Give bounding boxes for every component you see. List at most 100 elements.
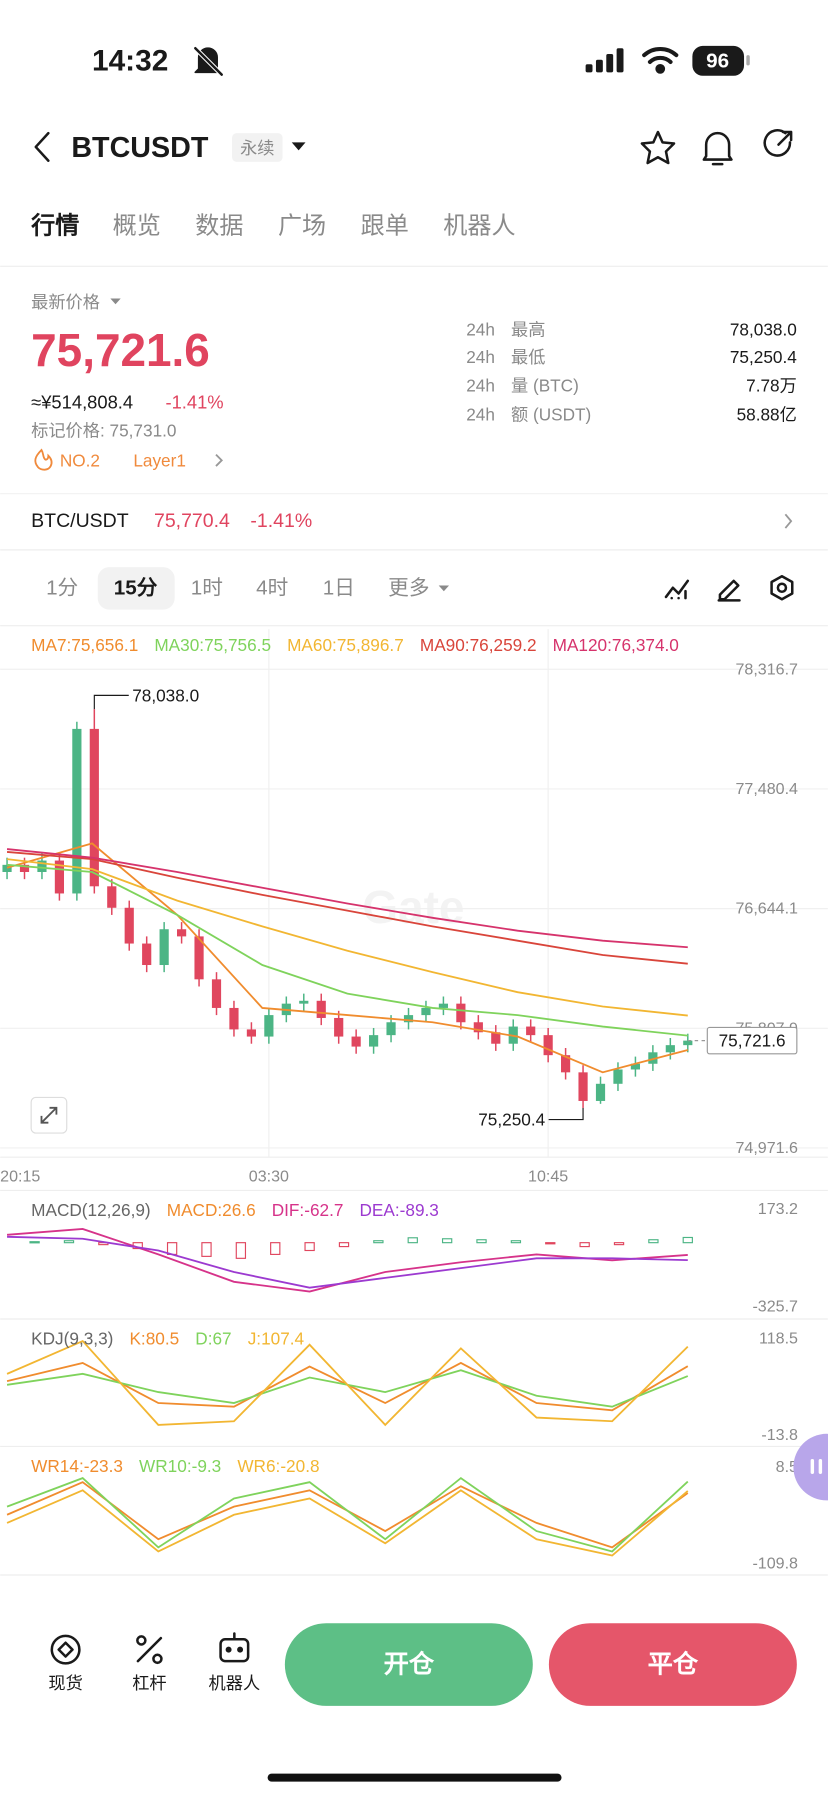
macd-bar: [304, 1242, 315, 1252]
tab[interactable]: 数据: [195, 213, 243, 240]
candle-body: [648, 1052, 658, 1064]
tab[interactable]: 概览: [113, 213, 161, 240]
candle-body: [561, 1055, 571, 1073]
tag-bg: [232, 133, 283, 162]
close-button[interactable]: [548, 1623, 797, 1706]
interval[interactable]: 1时: [191, 576, 223, 599]
panel-legend: K:80.5: [129, 1329, 179, 1349]
macd-bar: [510, 1240, 522, 1244]
x-tick-label: 20:15: [0, 1168, 40, 1186]
panel-legend: D:67: [195, 1329, 231, 1349]
price-dropdown[interactable]: [110, 298, 121, 305]
nav-label[interactable]: 现货: [48, 1673, 82, 1693]
candle-body: [369, 1035, 379, 1047]
candle-body: [89, 728, 99, 887]
rank[interactable]: NO.2: [60, 450, 100, 470]
candle-body: [142, 943, 152, 966]
back-button[interactable]: [34, 131, 50, 162]
spot-change: -1.41%: [250, 510, 312, 532]
macd-bar: [201, 1242, 212, 1257]
stat-value: 78,038.0: [730, 319, 797, 339]
open-button[interactable]: [284, 1623, 533, 1706]
interval[interactable]: 1日: [323, 576, 355, 599]
candle-body: [578, 1072, 588, 1101]
stat-label: 量 (BTC): [511, 376, 579, 396]
settings-button[interactable]: [770, 575, 794, 601]
home-indicator: [267, 1773, 562, 1782]
last-price: 75,721.6: [31, 324, 210, 376]
open-label[interactable]: 开仓: [384, 1650, 435, 1679]
bot-icon[interactable]: [219, 1632, 250, 1663]
ma-line: [6, 842, 689, 1074]
ma-legend: MA7:75,656.1: [31, 635, 138, 655]
macd-bar: [270, 1242, 281, 1255]
macd-bar: [407, 1237, 418, 1244]
panel-max: 118.5: [759, 1330, 798, 1348]
interval[interactable]: 1分: [46, 576, 78, 599]
ma-line: [6, 848, 688, 949]
panel-legend: WR14:-23.3: [31, 1456, 123, 1476]
panel-max: 173.2: [758, 1200, 798, 1218]
stat-label: 最高: [511, 319, 545, 339]
last-price-box: [706, 1026, 798, 1055]
candle-body: [334, 1017, 344, 1037]
spot-chevron[interactable]: [784, 513, 793, 529]
high-label: 78,038.0: [132, 685, 199, 705]
share-button[interactable]: [763, 129, 793, 157]
y-tick-label: 74,971.6: [735, 1139, 798, 1157]
macd-bar: [545, 1242, 556, 1245]
margin-icon[interactable]: [136, 1635, 163, 1665]
tab[interactable]: 跟单: [361, 213, 409, 240]
stat-label: 额 (USDT): [511, 404, 591, 424]
interval-selected[interactable]: 15分: [114, 576, 158, 599]
spot-pair[interactable]: BTC/USDT: [31, 510, 129, 532]
battery-nub: [746, 55, 750, 66]
interval[interactable]: 4时: [256, 576, 288, 599]
ma-line: [6, 863, 688, 1037]
symbol-dropdown[interactable]: [291, 142, 306, 151]
tab[interactable]: 广场: [278, 213, 326, 240]
indicator-button[interactable]: [664, 579, 690, 600]
panel-min: -325.7: [752, 1297, 798, 1315]
panel-min: -13.8: [761, 1426, 798, 1444]
macd-bar: [476, 1239, 487, 1244]
candle-body: [630, 1063, 641, 1070]
favorite-button[interactable]: [640, 130, 676, 165]
ma-legend: MA30:75,756.5: [154, 635, 271, 655]
macd-bar: [682, 1236, 693, 1244]
candle-body: [403, 1015, 414, 1023]
interval-more[interactable]: 更多: [388, 576, 429, 599]
draw-button[interactable]: [717, 579, 741, 602]
candle-body: [491, 1032, 501, 1044]
macd-bar: [648, 1239, 659, 1244]
macd-bar: [579, 1242, 590, 1248]
ma-legend: MA120:76,374.0: [553, 635, 679, 655]
alert-button[interactable]: [702, 131, 733, 166]
indicator-line: [7, 1235, 688, 1289]
candle-body: [37, 860, 47, 872]
more-dropdown[interactable]: [438, 585, 450, 592]
tab-active[interactable]: 行情: [30, 212, 79, 240]
nav-label[interactable]: 机器人: [209, 1673, 261, 1693]
close-label[interactable]: 平仓: [648, 1650, 699, 1679]
symbol[interactable]: BTCUSDT: [71, 132, 209, 164]
indicator-line: [6, 1228, 688, 1293]
macd-bar: [338, 1242, 350, 1248]
ma-line: [6, 851, 688, 965]
macd-bar: [373, 1240, 384, 1244]
stat-label: 最低: [511, 347, 545, 367]
panel-legend: MACD(12,26,9): [31, 1200, 151, 1220]
tab[interactable]: 机器人: [443, 213, 515, 240]
panel-legend: DIF:-62.7: [272, 1200, 344, 1220]
candle-body: [229, 1007, 239, 1030]
ma-legend: MA60:75,896.7: [287, 635, 404, 655]
indicator-line: [6, 1476, 689, 1553]
spot-icon[interactable]: [50, 1634, 81, 1665]
panel-legend: DEA:-89.3: [360, 1200, 439, 1220]
candle-body: [19, 864, 30, 872]
nav-label[interactable]: 杠杆: [132, 1673, 166, 1693]
sector[interactable]: Layer1: [133, 450, 186, 470]
sector-chevron[interactable]: [215, 453, 224, 467]
fullscreen-icon: [40, 1106, 58, 1124]
